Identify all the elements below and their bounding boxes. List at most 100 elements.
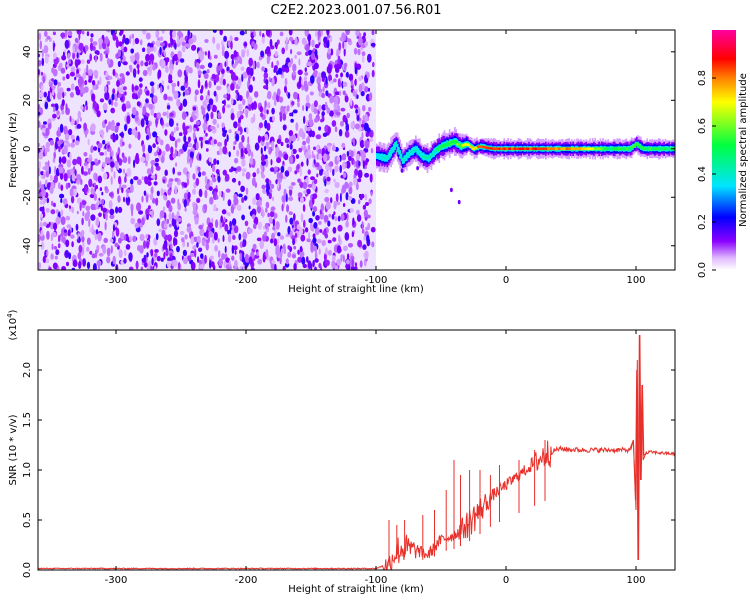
noise-cell xyxy=(307,260,312,270)
noise-cell xyxy=(70,66,76,74)
carrier-core xyxy=(510,147,515,151)
noise-cell xyxy=(326,41,330,49)
noise-cell xyxy=(90,161,96,166)
noise-cell xyxy=(105,125,109,133)
noise-cell xyxy=(118,89,123,94)
noise-cell xyxy=(187,128,192,133)
noise-cell xyxy=(86,64,89,74)
noise-cell xyxy=(51,78,55,82)
noise-cell xyxy=(86,237,91,245)
noise-cell xyxy=(367,214,371,219)
noise-cell xyxy=(105,53,108,59)
noise-cell xyxy=(265,30,271,37)
noise-cell xyxy=(272,226,276,231)
snr-spike-cluster xyxy=(630,334,647,561)
noise-cell xyxy=(205,242,209,251)
noise-cell xyxy=(240,185,246,192)
noise-cell xyxy=(230,112,235,121)
noise-cell xyxy=(364,113,368,123)
noise-cell xyxy=(308,113,313,121)
noise-cell xyxy=(321,77,325,82)
noise-cell xyxy=(237,77,242,87)
noise-cell xyxy=(207,50,211,60)
noise-cell xyxy=(172,30,177,39)
noise-cell xyxy=(317,34,320,41)
noise-cell xyxy=(41,71,43,76)
noise-cell xyxy=(361,228,365,234)
carrier-core xyxy=(661,147,666,151)
noise-cell xyxy=(371,241,375,248)
noise-cell xyxy=(57,166,64,174)
noise-cell xyxy=(43,121,47,125)
noise-cell xyxy=(371,69,375,78)
noise-cell xyxy=(268,217,273,223)
noise-cell xyxy=(161,80,165,85)
noise-cell xyxy=(113,160,119,168)
spectrogram-marks xyxy=(38,30,675,270)
noise-cell xyxy=(201,171,206,176)
noise-cell xyxy=(313,178,318,185)
noise-cell xyxy=(120,30,124,35)
noise-cell xyxy=(215,219,219,229)
noise-cell xyxy=(257,258,263,265)
noise-cell xyxy=(263,105,267,115)
noise-cell xyxy=(149,193,154,201)
noise-cell xyxy=(363,122,369,132)
noise-cell xyxy=(290,182,296,186)
noise-cell xyxy=(254,91,259,98)
noise-cell xyxy=(308,118,314,127)
noise-cell xyxy=(200,140,203,149)
noise-cell xyxy=(45,207,50,213)
noise-cell xyxy=(145,32,151,40)
noise-cell xyxy=(153,46,157,53)
noise-cell xyxy=(341,142,346,148)
noise-cell xyxy=(115,206,119,214)
noise-cell xyxy=(80,178,83,186)
noise-cell xyxy=(134,37,140,45)
noise-cell xyxy=(128,143,132,149)
carrier-core xyxy=(492,147,497,151)
noise-cell xyxy=(265,207,268,213)
noise-cell xyxy=(325,170,329,178)
noise-cell xyxy=(239,252,243,262)
noise-cell xyxy=(123,257,127,264)
noise-cell xyxy=(65,73,70,80)
carrier-core xyxy=(601,147,606,151)
noise-cell xyxy=(40,145,44,154)
noise-cell xyxy=(230,40,233,50)
noise-cell xyxy=(305,94,310,104)
noise-cell xyxy=(236,166,242,172)
noise-cell xyxy=(271,61,274,68)
noise-cell xyxy=(324,259,330,266)
noise-cell xyxy=(142,47,146,53)
carrier-band xyxy=(420,151,422,159)
noise-cell xyxy=(221,253,226,260)
noise-cell xyxy=(229,35,233,43)
noise-cell xyxy=(53,174,59,183)
noise-cell xyxy=(291,100,295,106)
noise-cell xyxy=(292,109,298,114)
noise-cell xyxy=(63,231,68,237)
noise-cell xyxy=(236,110,241,118)
carrier-core xyxy=(651,147,655,151)
noise-cell xyxy=(213,158,217,165)
noise-cell xyxy=(133,159,136,168)
noise-cell xyxy=(189,252,195,257)
y-tick-label: 1.0 xyxy=(22,462,33,478)
noise-cell xyxy=(355,63,362,70)
noise-cell xyxy=(146,214,149,221)
noise-cell xyxy=(210,139,214,145)
y-tick-label: 0.0 xyxy=(22,562,33,578)
x-tick-label: 100 xyxy=(626,275,645,286)
noise-cell xyxy=(350,98,353,107)
noise-cell xyxy=(204,189,208,199)
noise-cell xyxy=(50,103,56,108)
noise-cell xyxy=(223,35,228,42)
noise-cell xyxy=(102,139,106,145)
noise-cell xyxy=(107,121,112,130)
noise-cell xyxy=(360,90,365,97)
noise-cell xyxy=(168,223,172,228)
noise-cell xyxy=(327,145,331,152)
noise-cell xyxy=(81,30,85,35)
noise-cell xyxy=(336,245,342,254)
